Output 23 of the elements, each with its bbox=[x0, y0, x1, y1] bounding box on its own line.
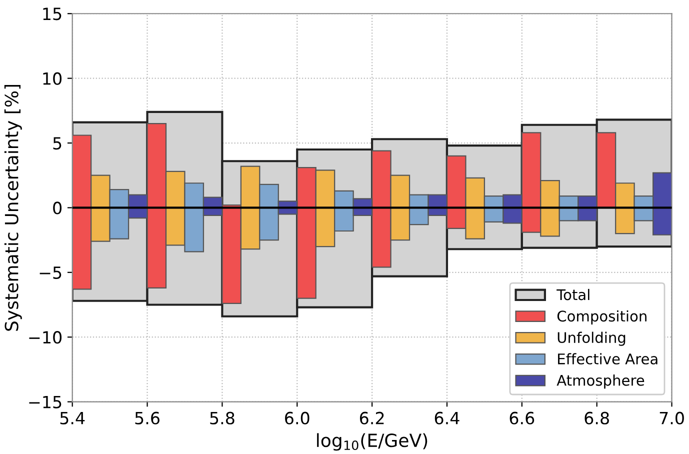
legend-label: Composition bbox=[557, 310, 646, 324]
y-tick-label: 10 bbox=[43, 72, 62, 85]
x-tick-label: 5.6 bbox=[135, 412, 160, 424]
x-tick-label: 5.8 bbox=[210, 412, 234, 424]
y-tick-label: −15 bbox=[29, 396, 62, 408]
x-tick-label: 6.0 bbox=[285, 412, 310, 424]
y-tick-label: −10 bbox=[29, 331, 62, 344]
y-tick-label: −5 bbox=[40, 266, 62, 279]
x-tick-label: 6.6 bbox=[510, 412, 534, 424]
legend-label: Atmosphere bbox=[556, 374, 644, 389]
y-axis-title: Systematic Uncertainty [%] bbox=[4, 84, 22, 331]
legend-label: Total bbox=[556, 288, 590, 300]
x-tick-label: 6.8 bbox=[584, 412, 609, 424]
x-tick-label: 7.0 bbox=[660, 412, 684, 424]
y-tick-label: 0 bbox=[53, 202, 62, 214]
x-tick-label: 6.4 bbox=[434, 412, 460, 424]
legend-label: Unfolding bbox=[558, 332, 626, 346]
y-tick-label: 15 bbox=[43, 8, 62, 20]
x-tick-label: 6.2 bbox=[360, 412, 384, 424]
legend-label: Effective Area bbox=[558, 353, 658, 364]
y-tick-label: 5 bbox=[53, 137, 62, 150]
x-tick-label: 5.4 bbox=[60, 412, 85, 424]
x-axis-title: log$_{10}$(E/GeV) bbox=[317, 433, 428, 451]
